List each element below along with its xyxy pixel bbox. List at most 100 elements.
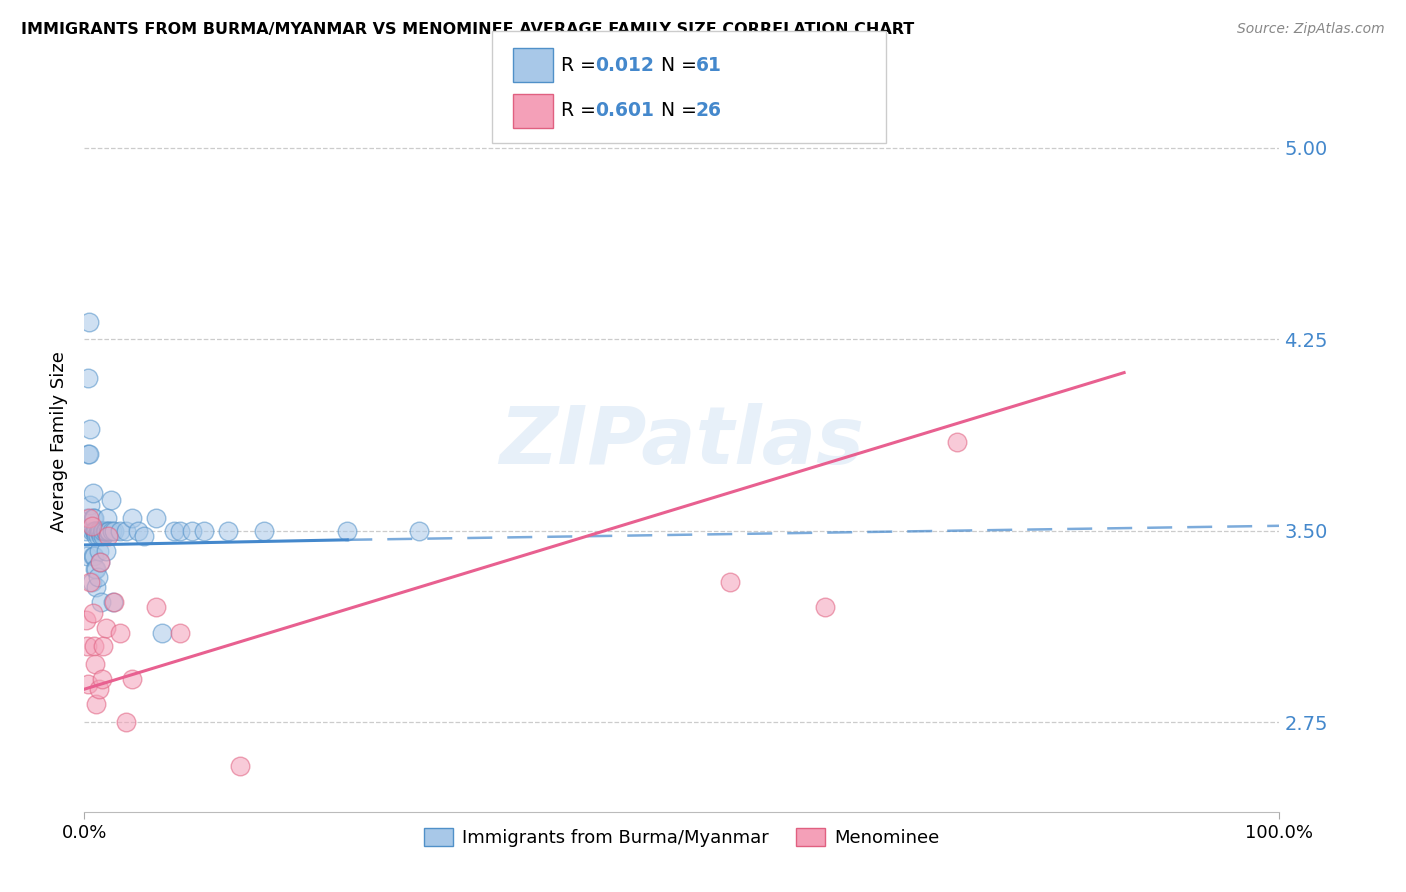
Point: [110, 626, 132, 640]
Point: [76, 639, 98, 653]
Point: [77, 511, 100, 525]
Text: N =: N =: [661, 55, 703, 75]
Point: [121, 511, 143, 525]
Point: [91, 524, 114, 538]
Point: [169, 626, 191, 640]
Point: [94, 621, 117, 635]
Point: [75, 524, 97, 538]
Point: [77, 677, 100, 691]
Point: [75, 613, 97, 627]
Point: [82, 485, 104, 500]
Text: 0.601: 0.601: [595, 101, 654, 120]
Point: [94, 544, 117, 558]
Point: [193, 524, 215, 538]
Text: IMMIGRANTS FROM BURMA/MYANMAR VS MENOMINEE AVERAGE FAMILY SIZE CORRELATION CHART: IMMIGRANTS FROM BURMA/MYANMAR VS MENOMIN…: [21, 22, 914, 37]
Point: [145, 511, 167, 525]
Point: [103, 524, 125, 538]
Text: R =: R =: [561, 55, 602, 75]
Point: [83, 511, 105, 525]
Text: R =: R =: [561, 101, 602, 120]
Point: [181, 524, 204, 538]
Point: [80, 524, 103, 538]
Point: [229, 758, 252, 772]
Point: [83, 524, 105, 538]
Point: [77, 447, 100, 461]
Point: [946, 434, 969, 449]
Point: [94, 524, 117, 538]
Point: [86, 570, 108, 584]
Y-axis label: Average Family Size: Average Family Size: [49, 351, 67, 532]
Point: [86, 524, 108, 538]
Point: [115, 524, 138, 538]
Point: [76, 511, 98, 525]
Point: [77, 447, 100, 461]
Point: [100, 493, 122, 508]
Point: [91, 672, 114, 686]
Point: [77, 370, 100, 384]
Text: 0.012: 0.012: [595, 55, 654, 75]
Point: [77, 314, 100, 328]
Point: [336, 524, 359, 538]
Point: [79, 422, 101, 436]
Point: [217, 524, 239, 538]
Point: [87, 524, 110, 538]
Point: [82, 549, 104, 564]
Point: [101, 524, 124, 538]
Point: [82, 511, 104, 525]
Point: [718, 574, 741, 589]
Point: [84, 524, 107, 538]
Point: [97, 529, 120, 543]
Text: Source: ZipAtlas.com: Source: ZipAtlas.com: [1237, 22, 1385, 37]
Text: 61: 61: [696, 55, 721, 75]
Point: [97, 524, 120, 538]
Text: ZIPatlas: ZIPatlas: [499, 402, 865, 481]
Point: [101, 595, 124, 609]
Text: 26: 26: [696, 101, 721, 120]
Point: [86, 529, 108, 543]
Point: [132, 529, 156, 543]
Legend: Immigrants from Burma/Myanmar, Menominee: Immigrants from Burma/Myanmar, Menominee: [418, 821, 946, 855]
Point: [79, 574, 101, 589]
Point: [93, 639, 115, 653]
Point: [89, 555, 111, 569]
Point: [80, 518, 103, 533]
Point: [89, 524, 111, 538]
Point: [82, 606, 104, 620]
Point: [90, 595, 112, 609]
Point: [89, 555, 111, 569]
Point: [127, 524, 149, 538]
Point: [79, 499, 101, 513]
Point: [169, 524, 191, 538]
Point: [163, 524, 186, 538]
Point: [87, 682, 110, 697]
Point: [86, 580, 108, 594]
Point: [110, 524, 132, 538]
Point: [84, 657, 107, 671]
Point: [93, 529, 115, 543]
Point: [145, 600, 167, 615]
Point: [150, 626, 173, 640]
Point: [93, 524, 115, 538]
Point: [814, 600, 837, 615]
Point: [86, 562, 108, 576]
Point: [86, 698, 108, 712]
Point: [96, 511, 118, 525]
Point: [93, 524, 115, 538]
Point: [121, 672, 143, 686]
Point: [76, 549, 98, 564]
Point: [90, 529, 112, 543]
Point: [80, 574, 103, 589]
Point: [84, 524, 107, 538]
Point: [253, 524, 276, 538]
Point: [87, 544, 110, 558]
Point: [83, 639, 105, 653]
Point: [84, 562, 107, 576]
Point: [115, 715, 138, 730]
Point: [86, 524, 108, 538]
Text: N =: N =: [661, 101, 703, 120]
Point: [103, 595, 125, 609]
Point: [86, 529, 108, 543]
Point: [408, 524, 430, 538]
Point: [98, 524, 121, 538]
Point: [83, 549, 105, 564]
